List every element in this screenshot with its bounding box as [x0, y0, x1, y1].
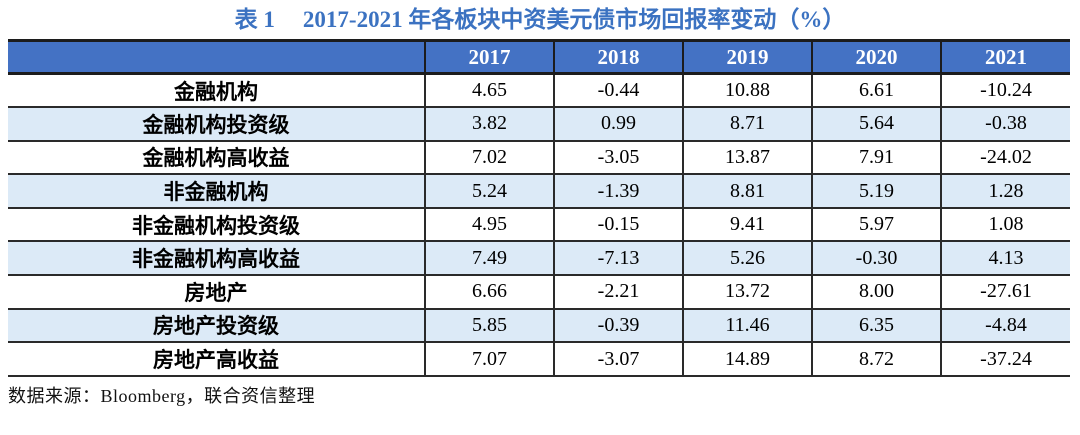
table-row: 房地产 6.66 -2.21 13.72 8.00 -27.61: [8, 275, 1070, 310]
value-cell: 13.87: [682, 140, 812, 176]
table-row: 金融机构 4.65 -0.44 10.88 6.61 -10.24: [8, 73, 1070, 109]
value-cell: -3.05: [553, 140, 683, 176]
source-note: 数据来源：Bloomberg，联合资信整理: [8, 385, 316, 406]
table-row: 金融机构投资级 3.82 0.99 8.71 5.64 -0.38: [8, 107, 1070, 142]
value-cell: 8.72: [811, 342, 941, 377]
value-cell: 1.28: [940, 174, 1070, 209]
value-cell: -2.21: [553, 275, 683, 310]
value-cell: 13.72: [682, 275, 812, 310]
value-cell: 5.24: [424, 174, 554, 209]
returns-table: 2017 2018 2019 2020 2021 金融机构 4.65 -0.44 10.88 6…: [8, 39, 1070, 377]
value-cell: 11.46: [682, 308, 812, 344]
value-cell: -0.15: [553, 207, 683, 243]
row-label: 房地产: [8, 275, 425, 310]
value-cell: 0.99: [553, 107, 683, 142]
value-cell: -0.39: [553, 308, 683, 344]
value-cell: 3.82: [424, 107, 554, 142]
value-cell: -3.07: [553, 342, 683, 377]
row-label: 金融机构高收益: [8, 140, 425, 176]
table-title: 表 1 2017-2021 年各板块中资美元债市场回报率变动（%）: [0, 0, 1080, 35]
table-row: 非金融机构高收益 7.49 -7.13 5.26 -0.30 4.13: [8, 241, 1070, 277]
table-body: 金融机构 4.65 -0.44 10.88 6.61 -10.24 金融机构投资级 3.82 0…: [8, 73, 1070, 377]
value-cell: -1.39: [553, 174, 683, 209]
value-cell: 4.65: [424, 73, 554, 109]
value-cell: 1.08: [940, 207, 1070, 243]
header-row: 2017 2018 2019 2020 2021: [8, 39, 1070, 75]
table-row: 房地产高收益 7.07 -3.07 14.89 8.72 -37.24: [8, 342, 1070, 377]
column-header-2018: 2018: [553, 39, 683, 75]
value-cell: 5.85: [424, 308, 554, 344]
row-label: 金融机构投资级: [8, 107, 425, 142]
value-cell: 5.19: [811, 174, 941, 209]
value-cell: -10.24: [940, 73, 1070, 109]
value-cell: 5.64: [811, 107, 941, 142]
table-row: 非金融机构投资级 4.95 -0.15 9.41 5.97 1.08: [8, 207, 1070, 243]
value-cell: 6.61: [811, 73, 941, 109]
table-title-text: 2017-2021 年各板块中资美元债市场回报率变动（%）: [302, 7, 846, 32]
table-row: 非金融机构 5.24 -1.39 8.81 5.19 1.28: [8, 174, 1070, 209]
value-cell: 7.07: [424, 342, 554, 377]
row-label: 房地产高收益: [8, 342, 425, 377]
value-cell: 7.49: [424, 241, 554, 277]
value-cell: -27.61: [940, 275, 1070, 310]
value-cell: -0.38: [940, 107, 1070, 142]
column-header-2021: 2021: [940, 39, 1070, 75]
row-label: 非金融机构高收益: [8, 241, 425, 277]
corner-header-cell: [8, 39, 425, 75]
value-cell: 14.89: [682, 342, 812, 377]
table-row: 金融机构高收益 7.02 -3.05 13.87 7.91 -24.02: [8, 140, 1070, 176]
value-cell: -0.30: [811, 241, 941, 277]
value-cell: 6.35: [811, 308, 941, 344]
value-cell: -37.24: [940, 342, 1070, 377]
value-cell: 7.02: [424, 140, 554, 176]
row-label: 非金融机构投资级: [8, 207, 425, 243]
value-cell: 4.95: [424, 207, 554, 243]
table-row: 房地产投资级 5.85 -0.39 11.46 6.35 -4.84: [8, 308, 1070, 344]
row-label: 金融机构: [8, 73, 425, 109]
row-label: 非金融机构: [8, 174, 425, 209]
value-cell: 8.71: [682, 107, 812, 142]
value-cell: 4.13: [940, 241, 1070, 277]
value-cell: 6.66: [424, 275, 554, 310]
value-cell: -7.13: [553, 241, 683, 277]
row-label: 房地产投资级: [8, 308, 425, 344]
value-cell: 8.81: [682, 174, 812, 209]
value-cell: 10.88: [682, 73, 812, 109]
value-cell: -0.44: [553, 73, 683, 109]
value-cell: 9.41: [682, 207, 812, 243]
value-cell: 5.26: [682, 241, 812, 277]
table-number-label: 表 1: [234, 7, 275, 32]
value-cell: -24.02: [940, 140, 1070, 176]
value-cell: 5.97: [811, 207, 941, 243]
column-header-2020: 2020: [811, 39, 941, 75]
value-cell: 8.00: [811, 275, 941, 310]
column-header-2019: 2019: [682, 39, 812, 75]
value-cell: 7.91: [811, 140, 941, 176]
value-cell: -4.84: [940, 308, 1070, 344]
column-header-2017: 2017: [424, 39, 554, 75]
